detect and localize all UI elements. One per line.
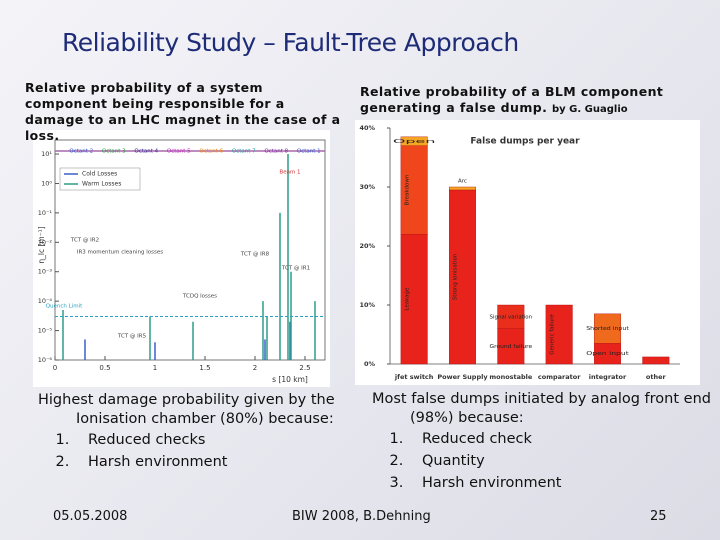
- octant-label: Octant 5: [167, 149, 191, 155]
- segment-label: Shorted input: [586, 326, 629, 332]
- octant-label: Octant 4: [134, 149, 158, 155]
- annotation: TCT @ IR5: [117, 334, 147, 340]
- annotation: Quench Limit: [46, 304, 83, 310]
- plot-frame: [54, 139, 326, 361]
- legend-label: Cold Losses: [82, 171, 117, 178]
- octant-label: Octant 6: [199, 149, 223, 155]
- segment-label: Open input: [586, 351, 629, 357]
- annotation: TCDQ losses: [182, 294, 217, 300]
- footer-page: 25: [650, 509, 667, 524]
- left-body: Highest damage probability given by the …: [38, 391, 338, 475]
- annotation: TCT @ IR8: [240, 252, 270, 258]
- y-axis-label: η_lc [m⁻¹]: [37, 226, 46, 263]
- octant-label: Octant 8: [264, 149, 288, 155]
- list-item: Harsh environment: [74, 453, 338, 472]
- left-text: Highest damage probability given by the …: [38, 392, 335, 427]
- y-tick-label: 10⁰: [41, 179, 52, 187]
- bar-segment: [497, 328, 525, 365]
- segment-label: Strong ionisation: [453, 253, 459, 300]
- annotation: IR3 momentum cleaning losses: [77, 250, 163, 256]
- segment-label: Generic failure: [549, 314, 555, 355]
- x-tick-label: jfet switch: [394, 373, 434, 381]
- list-item: Reduced checks: [74, 431, 338, 450]
- octant-label: Octant 1: [297, 149, 321, 155]
- x-tick-label: Power Supply: [437, 373, 488, 381]
- bar-segment: [400, 145, 428, 235]
- y-tick-label: 0%: [364, 360, 376, 368]
- segment-label: Breakdown: [404, 174, 410, 205]
- y-tick-label: 10%: [359, 301, 375, 309]
- list-item: Harsh environment: [408, 474, 712, 493]
- x-tick-label: monostable: [489, 373, 533, 381]
- x-tick-label: 2: [253, 364, 257, 372]
- y-tick-label: 10⁻⁵: [38, 327, 53, 335]
- x-tick-label: 1: [153, 364, 157, 372]
- list-item: Quantity: [408, 452, 712, 471]
- x-tick-label: integrator: [589, 373, 627, 381]
- footer-event: BIW 2008, B.Dehning: [292, 509, 431, 524]
- y-tick-label: 10⁻⁴: [38, 297, 53, 305]
- legend-label: Warm Losses: [82, 181, 121, 188]
- octant-label: Octant 2: [69, 149, 93, 155]
- x-tick-label: 0.5: [99, 364, 110, 372]
- list-item: Reduced check: [408, 430, 712, 449]
- right-text: Most false dumps initiated by analog fro…: [372, 391, 711, 426]
- y-tick-label: 40%: [359, 124, 375, 132]
- right-body: Most false dumps initiated by analog fro…: [372, 390, 712, 496]
- y-tick-label: 30%: [359, 183, 375, 191]
- y-tick-label: 20%: [359, 242, 375, 250]
- left-list: Reduced checks Harsh environment: [38, 431, 338, 472]
- footer-date: 05.05.2008: [53, 509, 128, 524]
- annotation: Beam 1: [279, 170, 300, 176]
- bar-segment: [400, 136, 428, 146]
- y-tick-label: 10¹: [41, 150, 52, 158]
- segment-label: Arc: [458, 179, 467, 185]
- right-list: Reduced check Quantity Harsh environment: [372, 430, 712, 493]
- x-axis-label: s [10 km]: [272, 375, 308, 384]
- y-tick-label: 10⁻¹: [38, 209, 53, 217]
- right-heading: Relative probability of a BLM component …: [360, 84, 700, 118]
- annotation: TCT @ IR1: [281, 266, 310, 272]
- chart-title: False dumps per year: [470, 137, 580, 147]
- y-tick-label: 10⁻⁶: [38, 356, 53, 364]
- octant-label: Octant 3: [102, 149, 126, 155]
- legend-box: [59, 167, 141, 191]
- bar-segment: [642, 356, 670, 365]
- bar-segment: [545, 304, 573, 365]
- x-tick-label: 1.5: [199, 364, 210, 372]
- left-heading: Relative probability of a system compone…: [25, 80, 341, 143]
- x-tick-label: 0: [53, 364, 57, 372]
- segment-label: Ground failure: [490, 344, 533, 350]
- bar-segment: [449, 189, 476, 365]
- segment-label: Signal variation: [490, 314, 533, 320]
- segment-label: Leakage: [404, 287, 410, 311]
- octant-label: Octant 7: [232, 149, 256, 155]
- bar-segment: [449, 186, 476, 191]
- y-tick-label: 10⁻²: [38, 238, 53, 246]
- x-tick-label: comparator: [538, 373, 581, 381]
- segment-label: Open: [393, 139, 436, 145]
- x-tick-label: other: [646, 373, 667, 381]
- y-tick-label: 10⁻³: [38, 268, 53, 276]
- bar-segment: [497, 304, 525, 329]
- slide-title: Reliability Study – Fault-Tree Approach: [62, 28, 519, 57]
- x-tick-label: 2.5: [299, 364, 310, 372]
- right-heading-text: Relative probability of a BLM component …: [360, 84, 664, 115]
- bar-segment: [400, 233, 428, 365]
- bar-segment: [594, 313, 621, 344]
- credit: by G. Guaglio: [552, 104, 628, 115]
- annotation: TCT @ IR2: [70, 238, 99, 244]
